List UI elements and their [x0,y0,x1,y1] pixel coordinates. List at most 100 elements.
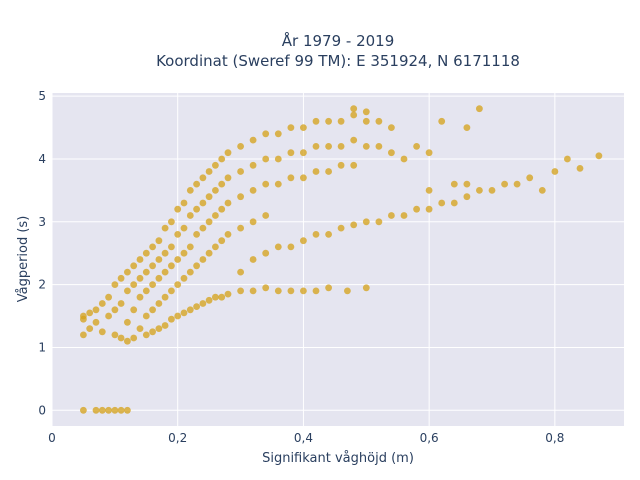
data-point-133 [312,143,320,150]
data-point-47 [161,293,169,301]
y-tick-label-0: 0 [38,403,46,417]
data-point-158 [388,124,395,131]
data-point-3 [86,309,94,317]
data-point-157 [375,218,383,226]
data-point-123 [287,149,295,157]
data-point-76 [199,224,207,232]
data-point-81 [205,218,213,226]
data-point-115 [262,249,270,257]
data-point-51 [168,262,175,270]
data-point-27 [136,293,144,301]
data-point-99 [237,143,245,150]
data-point-35 [149,262,157,270]
x-tick-labels: 0 0,2 0,4 0,6 0,8 [48,431,564,445]
data-point-20 [124,337,131,345]
data-point-109 [249,256,257,263]
data-point-18 [124,287,131,295]
data-point-22 [130,281,138,288]
x-axis-title: Signifikant våghöjd (m) [262,451,414,466]
data-point-63 [180,309,188,317]
data-point-140 [325,231,332,238]
data-point-14 [117,274,125,282]
data-point-134 [312,168,320,175]
data-point-30 [142,268,150,276]
data-point-136 [312,287,320,295]
data-point-127 [300,124,307,131]
data-point-184 [350,105,358,113]
data-point-192 [117,406,125,414]
data-point-138 [325,143,332,150]
data-point-110 [249,287,257,295]
data-point-4 [86,325,94,332]
data-point-15 [117,300,125,307]
data-point-21 [130,262,138,270]
data-point-128 [300,149,307,157]
data-point-112 [262,155,270,163]
data-point-120 [274,243,282,251]
data-point-79 [205,168,213,175]
data-point-144 [337,161,345,169]
data-point-104 [237,287,245,295]
data-point-163 [413,143,420,150]
data-point-175 [488,187,496,194]
data-point-174 [476,187,483,194]
data-point-67 [186,268,194,276]
data-point-86 [212,212,219,219]
data-point-57 [174,281,182,288]
data-point-165 [425,149,433,157]
data-point-91 [218,205,226,213]
data-point-154 [362,284,370,292]
data-point-40 [155,256,163,263]
y-tick-label-5: 5 [38,89,46,103]
data-point-147 [350,111,358,119]
data-point-34 [149,243,157,251]
x-tick-label-2: 0,4 [294,431,313,445]
data-point-24 [130,334,138,342]
y-tick-label-3: 3 [38,215,46,229]
data-point-37 [149,306,157,314]
data-point-46 [161,268,169,276]
data-point-0 [80,331,87,339]
data-point-116 [262,284,270,292]
data-point-172 [463,193,471,201]
data-point-36 [149,281,157,288]
data-point-73 [193,303,201,310]
data-point-89 [218,155,226,163]
data-point-75 [199,199,207,207]
data-point-161 [400,155,408,163]
data-point-32 [142,312,150,320]
data-point-71 [193,231,201,238]
data-point-11 [111,281,119,288]
data-point-72 [193,262,201,270]
data-point-121 [274,287,282,295]
data-point-13 [111,331,119,339]
data-point-9 [105,293,112,301]
data-point-17 [124,268,131,276]
data-point-74 [199,174,207,182]
data-point-186 [463,124,471,131]
data-point-169 [450,180,458,188]
data-point-5 [92,306,100,314]
y-axis-title: Vågperiod (s) [16,216,31,303]
data-point-160 [388,212,395,219]
data-point-8 [98,328,106,336]
data-point-130 [300,237,307,245]
data-point-191 [111,406,119,414]
data-point-31 [142,287,150,295]
data-point-83 [205,296,213,304]
data-point-29 [142,249,150,257]
data-point-150 [350,221,358,229]
data-point-189 [98,406,106,414]
chart-title-line-1: År 1979 - 2019 [282,31,395,50]
data-point-105 [249,136,257,144]
data-point-171 [463,180,471,188]
data-point-100 [237,168,245,175]
data-point-152 [362,143,370,150]
data-point-101 [237,193,245,201]
data-point-173 [476,105,483,113]
y-tick-label-2: 2 [38,278,46,292]
data-point-25 [136,256,144,263]
x-tick-label-0: 0 [48,431,56,445]
data-point-139 [325,168,332,175]
data-point-143 [337,143,345,150]
